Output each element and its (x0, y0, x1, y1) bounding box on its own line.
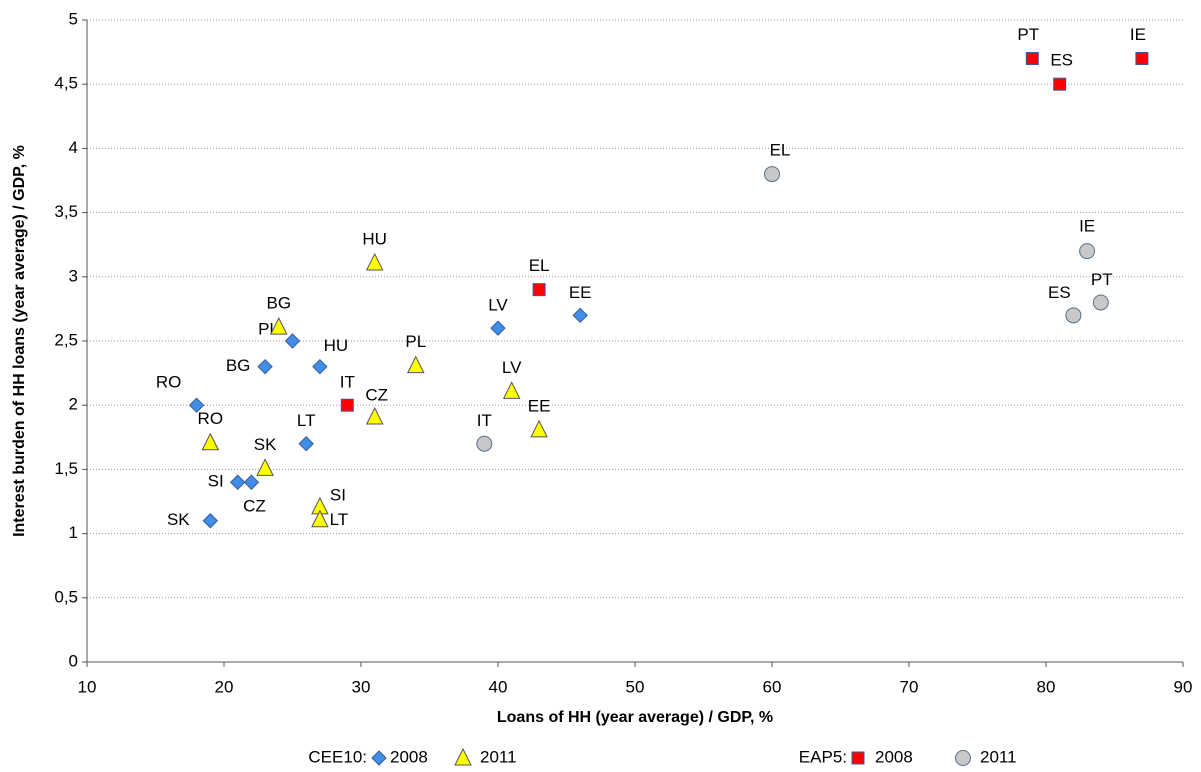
legend-label: 2008 (390, 747, 428, 766)
x-tick-label: 70 (900, 677, 919, 696)
point (269, 317, 288, 335)
point (256, 458, 274, 476)
legend-marker (454, 747, 472, 766)
point (1092, 294, 1109, 311)
point-label: HU (362, 229, 387, 248)
y-tick-label: 1 (69, 523, 78, 542)
point-label: LT (297, 411, 316, 430)
point-label: BG (226, 356, 251, 375)
point (201, 432, 220, 451)
point (188, 397, 205, 413)
point-label: SI (208, 472, 224, 491)
point (490, 320, 506, 336)
point (298, 436, 314, 452)
point-label: LT (330, 510, 349, 529)
x-tick-label: 40 (489, 677, 508, 696)
point-label: IT (477, 411, 492, 430)
point-label: IE (1079, 217, 1095, 236)
legend-label: 2011 (480, 747, 517, 766)
x-axis-title: Loans of HH (year average) / GDP, % (497, 709, 773, 726)
point-label: SK (167, 510, 190, 529)
legend-marker (955, 750, 971, 766)
point-label: SI (330, 485, 346, 504)
point (530, 419, 548, 438)
point-label: IE (1130, 25, 1146, 44)
point (406, 355, 425, 374)
point (1053, 77, 1067, 91)
y-axis-title: Interest burden of HH loans (year averag… (11, 145, 28, 537)
point-label: SK (254, 435, 277, 454)
y-tick-label: 0 (69, 651, 78, 670)
point (284, 333, 301, 349)
legend-label: 2008 (875, 747, 913, 766)
point-label: EE (528, 396, 551, 415)
y-tick-label: 5 (69, 9, 78, 28)
point-label: RO (198, 409, 224, 428)
point-label: IT (340, 373, 355, 392)
point (476, 435, 493, 452)
point-label: EL (770, 141, 791, 160)
point-label: PT (1091, 270, 1113, 289)
x-tick-label: 30 (352, 677, 371, 696)
point (365, 252, 384, 271)
point (365, 406, 384, 425)
point (532, 283, 546, 297)
point (311, 509, 329, 528)
point (764, 166, 780, 183)
x-tick-label: 20 (215, 677, 234, 696)
x-tick-label: 80 (1037, 677, 1056, 696)
point (1065, 307, 1082, 324)
x-tick-label: 60 (763, 677, 782, 696)
y-tick-label: 4,5 (54, 74, 78, 93)
point (1025, 52, 1039, 66)
point (1079, 243, 1096, 260)
point-label: PT (1017, 25, 1039, 44)
y-tick-label: 2,5 (54, 330, 78, 349)
y-tick-label: 3,5 (54, 202, 78, 221)
x-tick-label: 90 (1174, 677, 1193, 696)
point (572, 307, 588, 324)
x-tick-label: 50 (626, 677, 645, 696)
point (257, 358, 273, 375)
point-label: LV (502, 358, 522, 377)
point-label: CZ (365, 386, 388, 405)
point (340, 398, 354, 412)
point-label: RO (156, 373, 182, 392)
point-label: EL (529, 256, 550, 275)
point-label: HU (324, 336, 349, 355)
y-tick-label: 4 (69, 138, 78, 157)
point (502, 381, 521, 399)
point-label: BG (267, 294, 292, 313)
point-label: ES (1048, 283, 1071, 302)
point-label: CZ (243, 497, 266, 516)
y-tick-label: 0,5 (54, 587, 78, 606)
point-label: PL (405, 332, 426, 351)
point (312, 358, 328, 375)
y-tick-label: 3 (69, 266, 78, 285)
point-label: LV (488, 296, 508, 315)
point (202, 513, 219, 529)
legend-title: CEE10: (308, 747, 367, 766)
legend-label: 2011 (980, 747, 1017, 766)
x-tick-label: 10 (78, 677, 97, 696)
point (1135, 52, 1149, 66)
point (243, 474, 260, 490)
legend-title: EAP5: (799, 747, 847, 766)
y-tick-label: 1,5 (54, 459, 78, 478)
point (229, 474, 246, 490)
point-label: ES (1050, 51, 1073, 70)
y-tick-label: 2 (69, 395, 78, 414)
point-label: EE (569, 283, 592, 302)
legend-marker (371, 750, 387, 766)
legend-marker (851, 751, 865, 765)
